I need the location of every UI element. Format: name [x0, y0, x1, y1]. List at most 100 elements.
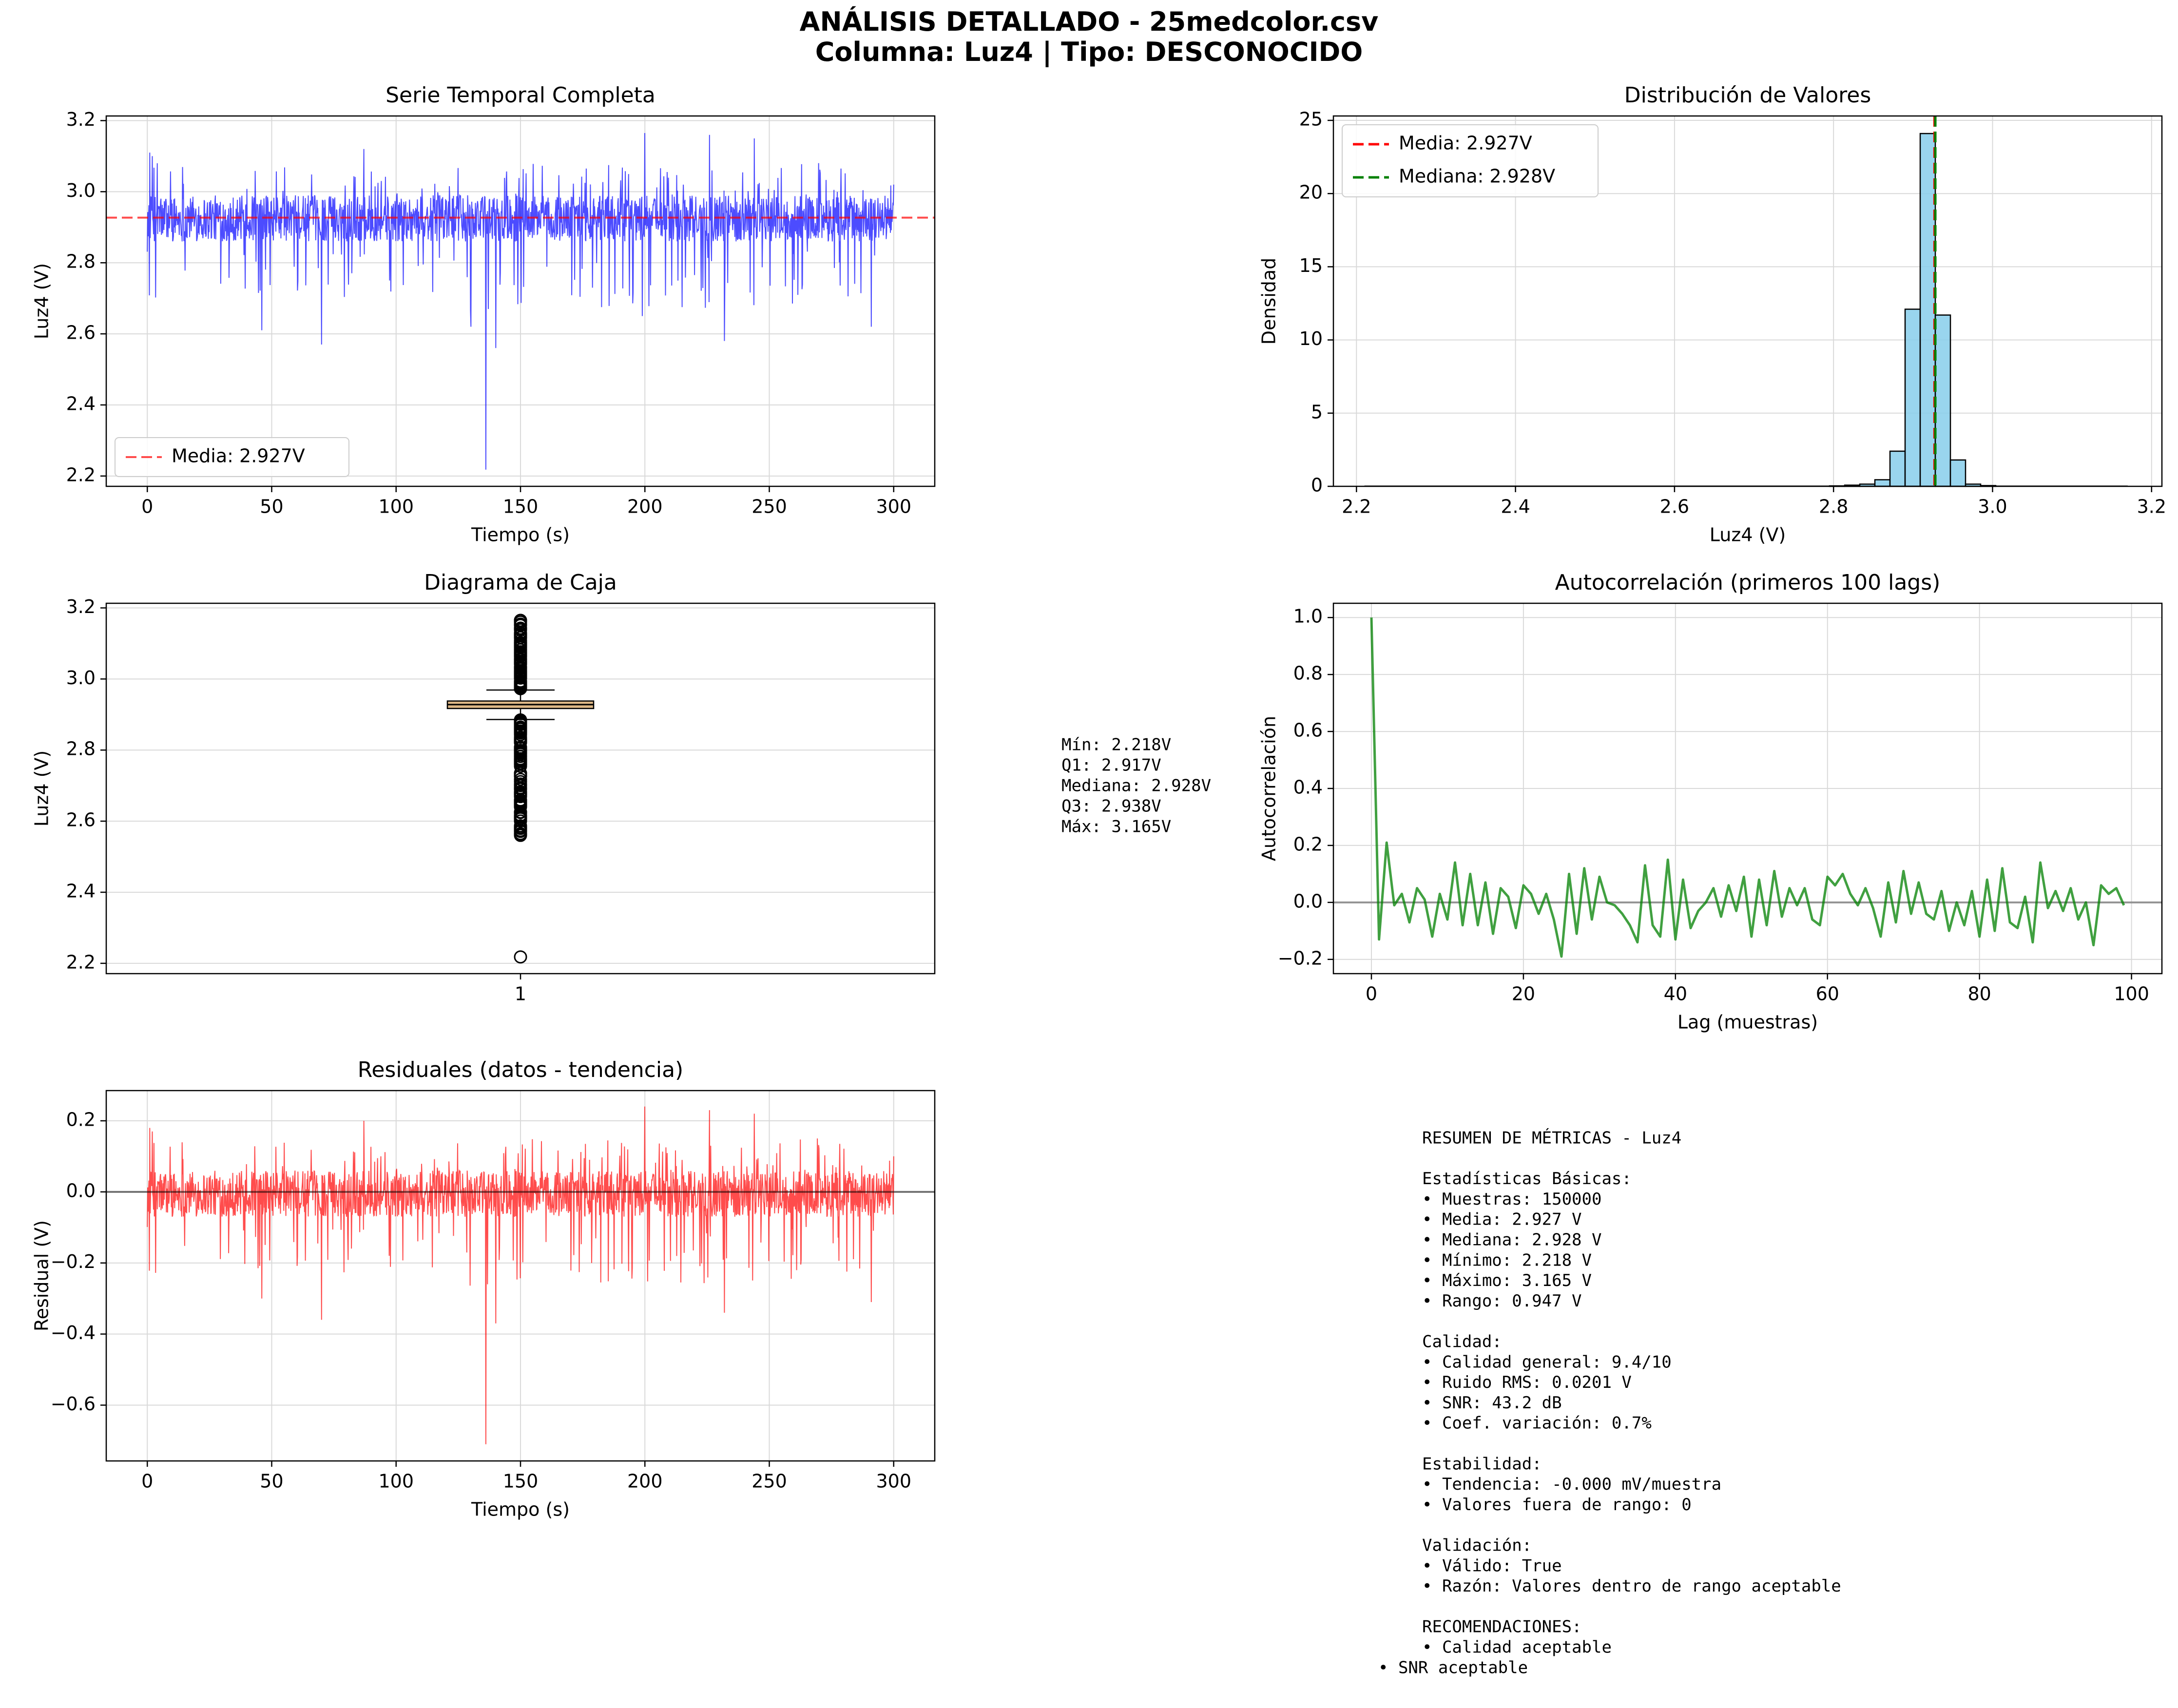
- outlier-point: [514, 950, 527, 964]
- axes-frame: [105, 115, 936, 487]
- y-tick-label: 2.4: [66, 393, 96, 414]
- x-tick-label: 100: [2114, 983, 2149, 1005]
- axes-frame: [105, 1090, 936, 1462]
- summary-line: Validación:: [1422, 1536, 1532, 1555]
- x-tick-label: 200: [627, 1471, 663, 1492]
- x-tick-label: 0: [141, 1471, 153, 1492]
- y-tick-label: 1.0: [1293, 606, 1323, 627]
- y-tick-label: 10: [1299, 328, 1323, 349]
- legend-mean-label: Media: 2.927V: [1399, 133, 1532, 154]
- histogram-bar: [1934, 314, 1951, 487]
- outlier-point: [514, 645, 527, 658]
- chart-title: Diagrama de Caja: [424, 570, 617, 595]
- outlier-point: [514, 779, 527, 792]
- box-stat-line: Q3: 2.938V: [1061, 797, 1161, 816]
- y-tick-label: 0.6: [1293, 720, 1323, 741]
- x-tick-label: 2.6: [1660, 496, 1689, 518]
- histogram-bar: [1889, 450, 1906, 487]
- summary-line: • Valores fuera de rango: 0: [1422, 1495, 1692, 1515]
- x-axis-label: Tiempo (s): [471, 1499, 570, 1520]
- box-stat-line: Q1: 2.917V: [1061, 756, 1161, 775]
- figure-title: ANÁLISIS DETALLADO - 25medcolor.csv Colu…: [0, 7, 2178, 67]
- outlier-point: [514, 726, 527, 740]
- y-tick-label: 3.2: [66, 596, 96, 617]
- figure-title-line1: ANÁLISIS DETALLADO - 25medcolor.csv: [799, 6, 1379, 37]
- outlier-point: [514, 720, 527, 734]
- y-tick-label: −0.2: [1278, 947, 1323, 969]
- y-axis-label: Luz4 (V): [31, 263, 53, 339]
- y-tick-label: 5: [1311, 401, 1323, 422]
- summary-line: RESUMEN DE MÉTRICAS - Luz4: [1422, 1128, 1681, 1148]
- outlier-point: [514, 662, 527, 675]
- summary-line: • Rango: 0.947 V: [1422, 1291, 1582, 1311]
- x-tick-label: 300: [876, 1471, 912, 1492]
- x-tick-label: 1: [515, 983, 526, 1005]
- x-axis-label: Lag (muestras): [1677, 1012, 1818, 1033]
- y-tick-label: 0.2: [66, 1109, 96, 1130]
- outlier-point: [514, 670, 527, 684]
- outlier-point: [514, 614, 527, 627]
- y-tick-label: −0.2: [51, 1251, 96, 1272]
- x-tick-label: 150: [503, 496, 539, 518]
- chart-title: Serie Temporal Completa: [385, 83, 655, 108]
- y-tick-label: 3.2: [66, 109, 96, 130]
- x-tick-label: 100: [378, 496, 414, 518]
- summary-line: • Razón: Valores dentro de rango aceptab…: [1422, 1576, 1841, 1596]
- summary-line: • Válido: True: [1422, 1556, 1562, 1575]
- summary-line: RECOMENDACIONES:: [1422, 1617, 1582, 1637]
- x-tick-label: 300: [876, 496, 912, 518]
- x-tick-label: 2.2: [1342, 496, 1371, 518]
- histogram-bar: [1919, 133, 1936, 487]
- x-tick-label: 50: [260, 1471, 283, 1492]
- legend-median-label: Mediana: 2.928V: [1399, 166, 1555, 187]
- chart-autocorrelation: −0.2 0.0 0.2 0.4 0.6 0.8 1.0 0 20 40 60 80 100 Autoco…: [1258, 570, 2163, 1033]
- outlier-point: [514, 790, 527, 804]
- y-tick-label: 20: [1299, 182, 1323, 203]
- box-stat-line: Máx: 3.165V: [1061, 817, 1171, 837]
- x-axis-label: Tiempo (s): [471, 524, 570, 546]
- outlier-point: [514, 828, 527, 842]
- outlier-point: [514, 798, 527, 812]
- histogram-bar: [1949, 459, 1966, 487]
- axes-frame: [105, 602, 936, 975]
- summary-line-last: • SNR aceptable: [1378, 1658, 1528, 1677]
- summary-line: • Mínimo: 2.218 V: [1422, 1250, 1592, 1270]
- y-tick-label: 15: [1299, 255, 1323, 276]
- y-tick-label: 2.2: [66, 951, 96, 973]
- residual-line: [147, 1106, 894, 1444]
- autocorrelation-line: [1370, 617, 2125, 958]
- y-tick-label: 2.6: [66, 809, 96, 831]
- chart-title: Distribución de Valores: [1624, 83, 1871, 108]
- y-tick-label: 0: [1311, 475, 1323, 496]
- summary-line: • SNR: 43.2 dB: [1422, 1393, 1562, 1413]
- x-tick-label: 2.4: [1501, 496, 1530, 518]
- outlier-point: [514, 621, 527, 635]
- summary-line: • Calidad general: 9.4/10: [1422, 1352, 1672, 1372]
- outlier-point: [514, 793, 527, 807]
- x-tick-label: 3.2: [2137, 496, 2166, 518]
- histogram-bar: [1874, 479, 1891, 487]
- figure-title-line2: Columna: Luz4 | Tipo: DESCONOCIDO: [815, 37, 1363, 67]
- y-tick-label: 2.6: [66, 322, 96, 344]
- legend-box: [1342, 124, 1599, 197]
- metrics-summary: RESUMEN DE MÉTRICAS - Luz4 Estadísticas B…: [1378, 1128, 1841, 1678]
- y-tick-label: −0.4: [51, 1322, 96, 1343]
- x-axis-label: Luz4 (V): [1710, 524, 1786, 546]
- x-tick-label: 50: [260, 496, 283, 518]
- axes-frame: [1332, 115, 2163, 487]
- chart-title: Autocorrelación (primeros 100 lags): [1555, 570, 1941, 595]
- y-tick-label: 0.2: [1293, 833, 1323, 855]
- chart-boxplot: 2.2 2.4 2.6 2.8 3.0 3.2 Diagrama de Caja Luz4 (…: [31, 570, 936, 1005]
- outlier-point: [514, 641, 527, 654]
- x-tick-label: 2.8: [1819, 496, 1848, 518]
- summary-line: • Coef. variación: 0.7%: [1422, 1414, 1652, 1433]
- y-axis-label: Autocorrelación: [1258, 716, 1280, 861]
- y-tick-label: 0.8: [1293, 663, 1323, 684]
- x-tick-label: 40: [1664, 983, 1687, 1005]
- y-axis-label: Densidad: [1258, 258, 1280, 345]
- summary-line: • Mediana: 2.928 V: [1422, 1230, 1601, 1250]
- y-tick-label: 0.0: [66, 1180, 96, 1201]
- summary-line: Estadísticas Básicas:: [1422, 1169, 1632, 1189]
- summary-line: Estabilidad:: [1422, 1454, 1542, 1474]
- box-stat-line: Mediana: 2.928V: [1061, 776, 1211, 796]
